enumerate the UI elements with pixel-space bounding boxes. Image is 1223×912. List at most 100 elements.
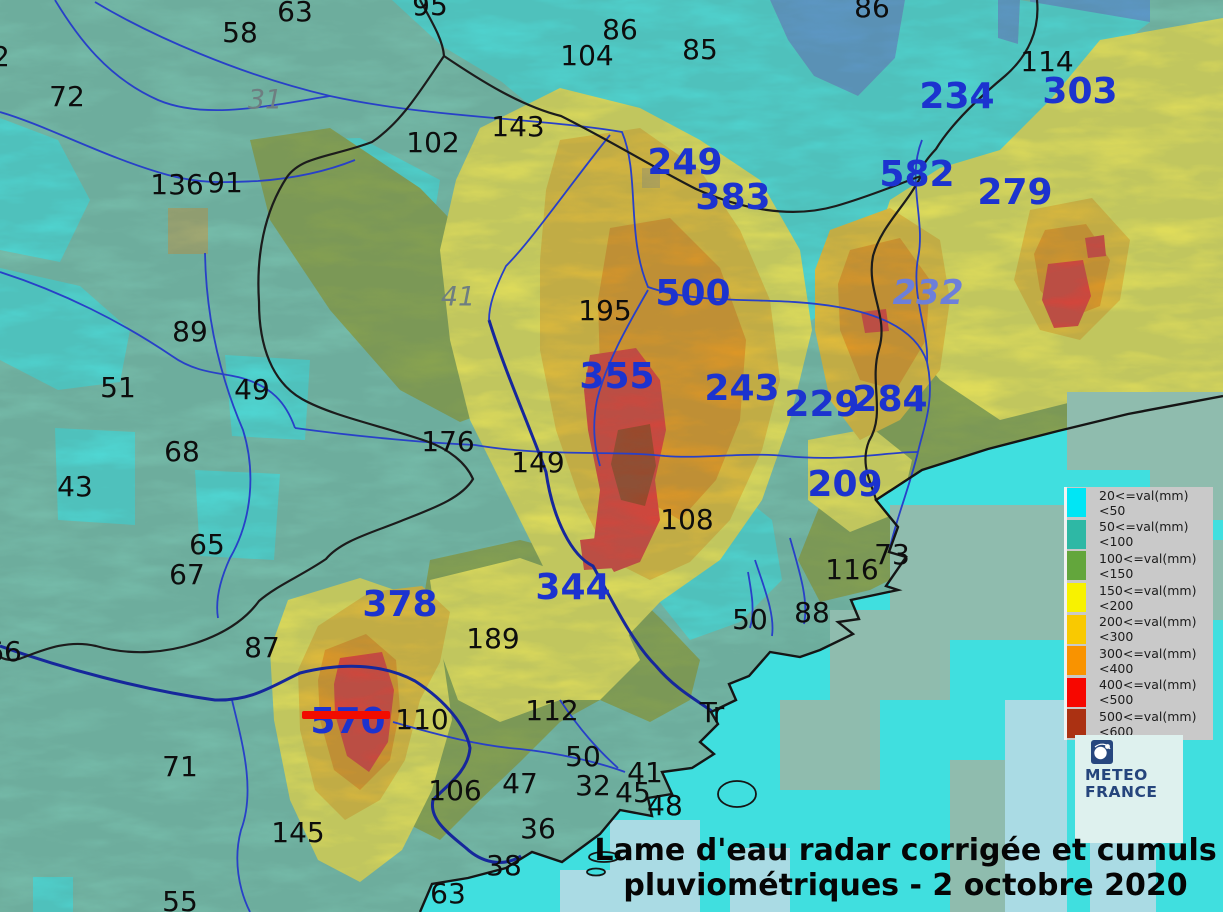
gauge-value: 50: [732, 603, 768, 636]
legend-label: 20<=val(mm)<50: [1099, 487, 1189, 518]
coastline: [418, 394, 1223, 912]
gauge-value: 106: [428, 774, 482, 807]
rivers: [0, 0, 931, 912]
gauge-value: 48: [647, 789, 683, 822]
radar-total: 570: [310, 701, 386, 742]
radar-total: 383: [695, 177, 771, 218]
gauge-value: 52: [0, 40, 10, 73]
river-number: 41: [440, 281, 476, 313]
gauge-value: 73: [874, 538, 910, 571]
legend-row: 200<=val(mm)<300: [1067, 613, 1213, 645]
legend-label: 50<=val(mm)<100: [1099, 519, 1189, 550]
legend-swatch: [1067, 677, 1086, 707]
meteo-france-icon: [1091, 740, 1113, 764]
gauge-value: 85: [682, 33, 718, 66]
gauge-value: 95: [412, 0, 448, 22]
sea-pale-patches: [560, 700, 1156, 912]
gauge-value: 47: [502, 767, 538, 800]
legend-swatch: [1067, 519, 1086, 549]
gauge-value: 136: [150, 168, 204, 201]
legend-row: 300<=val(mm)<400: [1067, 645, 1213, 677]
radar-total: 355: [579, 356, 655, 397]
legend-row: 50<=val(mm)<100: [1067, 519, 1213, 551]
legend-row: 20<=val(mm)<50: [1067, 487, 1213, 519]
legend-swatch: [1067, 583, 1086, 613]
radar-total: 500: [655, 273, 731, 314]
gauge-value: 86: [602, 13, 638, 46]
legend-label: 300<=val(mm)<400: [1099, 645, 1197, 676]
rainfall-legend: 20<=val(mm)<50 50<=val(mm)<100 100<=val(mm…: [1067, 487, 1213, 740]
legend-label: 100<=val(mm)<150: [1099, 550, 1197, 581]
gauge-value: 102: [406, 126, 460, 159]
islands: [586, 780, 757, 877]
gauge-value: 110: [395, 703, 449, 736]
radar-total: 209: [807, 464, 883, 505]
legend-label: 400<=val(mm)<500: [1099, 677, 1197, 708]
gauge-value: 72: [49, 80, 85, 113]
gauge-value: 55: [162, 885, 198, 912]
logo-line2: FRANCE: [1085, 783, 1158, 802]
gauge-value: 43: [57, 470, 93, 503]
gauge-value: 86: [854, 0, 890, 24]
radar-total: 234: [919, 76, 995, 117]
legend-label: 200<=val(mm)<300: [1099, 614, 1197, 645]
radar-total: 243: [704, 368, 780, 409]
river-number: 31: [247, 84, 283, 116]
gauge-value: 50: [565, 740, 601, 773]
meteo-france-logo: METEO FRANCE: [1075, 735, 1183, 843]
legend-swatch: [1067, 646, 1086, 676]
gauge-value: 58: [222, 16, 258, 49]
gauge-value: 143: [491, 110, 545, 143]
gauge-value: 45: [615, 776, 651, 809]
gauge-value: 32: [575, 769, 611, 802]
gauge-value: 116: [825, 553, 879, 586]
rivers-main: [0, 319, 714, 864]
logo-line1: METEO: [1085, 766, 1148, 784]
radar-total: 582: [879, 154, 955, 195]
legend-swatch: [1067, 709, 1086, 739]
gauge-value: 88: [794, 596, 830, 629]
gauge-value: 71: [162, 750, 198, 783]
gauge-value: 91: [207, 166, 243, 199]
radar-total: 229: [784, 384, 860, 425]
legend-swatch: [1067, 488, 1086, 518]
radar-total: 344: [535, 567, 611, 608]
legend-row: 400<=val(mm)<500: [1067, 677, 1213, 709]
gauge-value: 51: [100, 371, 136, 404]
strikethrough-mark: [302, 711, 390, 719]
radar-total: 249: [647, 142, 723, 183]
gauge-value: 36: [520, 812, 556, 845]
gauge-value: 176: [421, 425, 475, 458]
gauge-value: 104: [560, 39, 614, 72]
title-line1: Lame d'eau radar corrigée et cumuls: [594, 833, 1217, 868]
radar-total: 284: [852, 379, 928, 420]
gauge-value: 114: [1020, 45, 1074, 78]
gauge-value: 149: [511, 446, 565, 479]
radar-total: 303: [1042, 71, 1118, 112]
radar-total: 232: [892, 273, 964, 313]
gauge-value: 41: [627, 756, 663, 789]
legend-label: 150<=val(mm)<200: [1099, 582, 1197, 613]
legend-row: 150<=val(mm)<200: [1067, 582, 1213, 614]
legend-rows: 20<=val(mm)<50 50<=val(mm)<100 100<=val(mm…: [1067, 487, 1213, 740]
gauge-value: 189: [466, 622, 520, 655]
gauge-value: Tr: [699, 696, 725, 729]
legend-swatch: [1067, 551, 1086, 581]
borders: [0, 0, 1039, 661]
legend-row: 100<=val(mm)<150: [1067, 550, 1213, 582]
title-line2: pluviométriques - 2 octobre 2020: [623, 867, 1188, 903]
gauge-value: 66: [0, 635, 22, 668]
map-title: Lame d'eau radar corrigée et cumuls pluv…: [588, 833, 1223, 903]
gauge-value: 195: [578, 294, 632, 327]
gauge-value: 63: [277, 0, 313, 28]
gauge-value: 87: [244, 631, 280, 664]
gauge-value: 145: [271, 816, 325, 849]
radar-total: 378: [362, 584, 438, 625]
gauge-value: 68: [164, 435, 200, 468]
gauge-value: 63: [430, 877, 466, 910]
gauge-value: 38: [486, 849, 522, 882]
legend-swatch: [1067, 614, 1086, 644]
